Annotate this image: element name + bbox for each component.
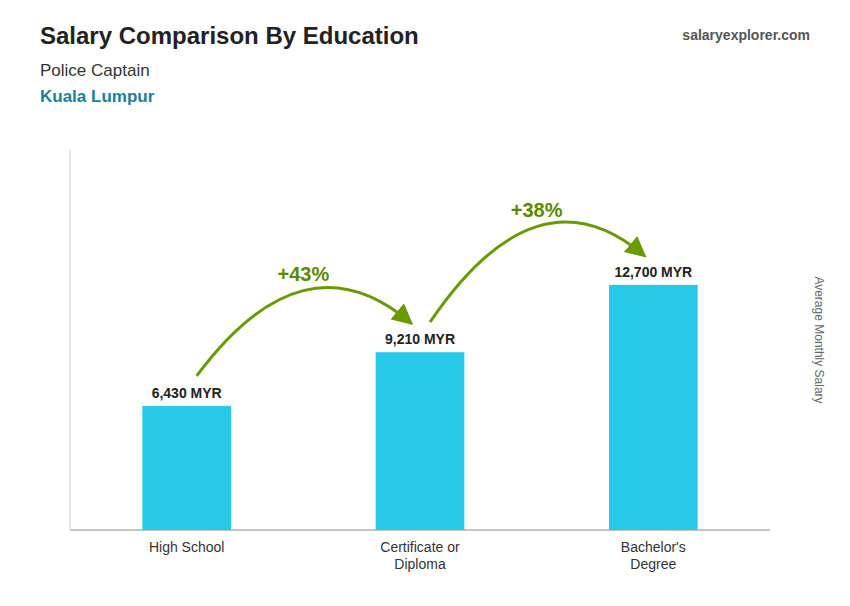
bar: [609, 285, 698, 530]
source: salaryexplorer.com: [682, 27, 810, 43]
data-label: 12,700 MYR: [614, 264, 692, 280]
change-arrow: [197, 288, 410, 376]
y-axis-label: Average Monthly Salary: [812, 276, 826, 403]
chart-container: Salary Comparison By Education Police Cap…: [0, 0, 850, 606]
bar: [142, 406, 231, 530]
x-tick-label: High School: [149, 539, 225, 555]
x-tick-label: Bachelor'sDegree: [621, 539, 686, 572]
bars: [142, 285, 697, 530]
change-label: +38%: [511, 199, 563, 221]
change-label: +43%: [277, 263, 329, 285]
chart-svg: Salary Comparison By Education Police Cap…: [0, 0, 850, 606]
subtitle: Police Captain: [40, 61, 150, 80]
data-label: 9,210 MYR: [385, 331, 455, 347]
change-arrow: [430, 222, 643, 322]
bar: [376, 352, 465, 530]
y-axis-line: [70, 150, 71, 530]
title: Salary Comparison By Education: [40, 22, 419, 49]
x-tick-label: Certificate orDiploma: [380, 539, 460, 572]
subtitle: Kuala Lumpur: [40, 87, 155, 106]
data-label: 6,430 MYR: [152, 385, 222, 401]
